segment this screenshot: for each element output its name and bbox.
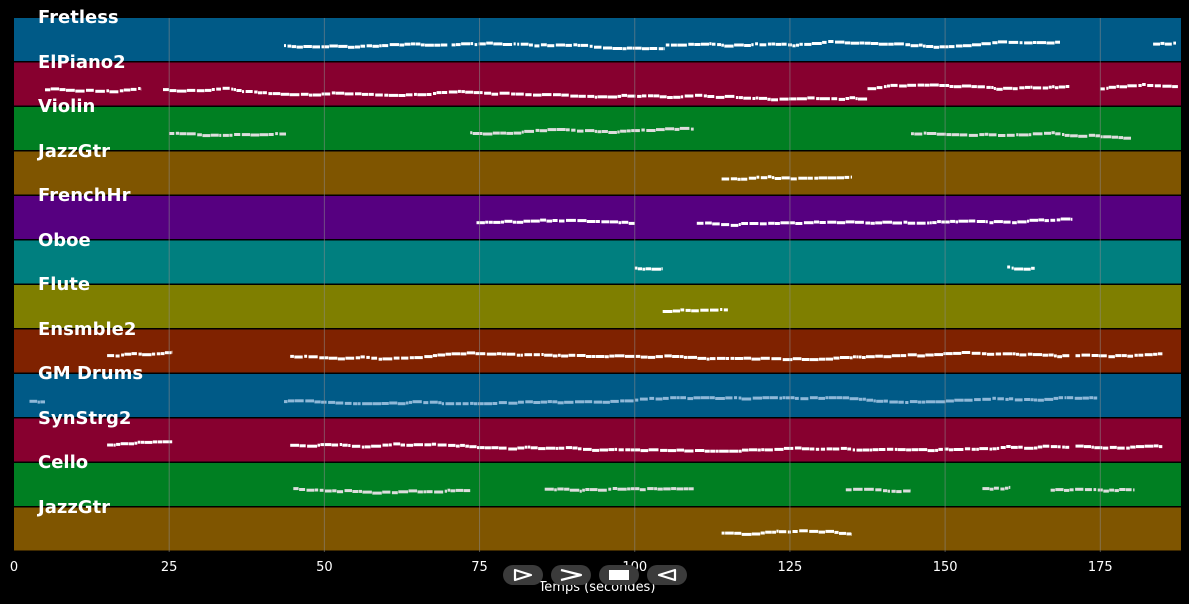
- track-label: Ensmble2: [38, 318, 137, 340]
- note-group: [163, 86, 868, 102]
- note-group: [911, 131, 1131, 140]
- track-band: [14, 329, 1181, 373]
- note-group: [1007, 265, 1035, 271]
- track-band: [14, 62, 1181, 106]
- note-group: [665, 40, 1060, 49]
- track-7: [14, 285, 1181, 328]
- track-label: Cello: [38, 452, 89, 473]
- x-tick-label: 125: [777, 560, 803, 575]
- forward-icon: [560, 568, 583, 582]
- note-group: [1050, 487, 1135, 493]
- track-label: JazzGtr: [38, 496, 111, 518]
- note-group: [1100, 83, 1178, 91]
- track-band: [14, 151, 1181, 195]
- note-group: [696, 217, 1073, 227]
- note-group: [662, 308, 728, 313]
- note-group: [721, 529, 852, 536]
- x-tick-label: 175: [1087, 560, 1113, 575]
- stop-icon: [609, 570, 629, 580]
- track-12: [14, 507, 1181, 551]
- play-icon: [513, 568, 533, 582]
- note-group: [451, 41, 665, 51]
- track-10: [14, 418, 1181, 462]
- track-band: [14, 507, 1181, 551]
- play-button[interactable]: [503, 565, 543, 585]
- track-band: [14, 240, 1181, 284]
- note-group: [982, 485, 1011, 491]
- note-group: [29, 399, 45, 404]
- track-label: Violin: [38, 96, 96, 117]
- note-group: [634, 266, 663, 271]
- track-label: JazzGtr: [38, 140, 111, 162]
- track-1: [14, 18, 1181, 61]
- note-group: [476, 218, 635, 225]
- note-group: [867, 83, 1070, 91]
- track-4: [14, 151, 1181, 195]
- track-label: Fretless: [38, 7, 119, 28]
- track-band: [14, 196, 1181, 239]
- track-band: [14, 463, 1181, 506]
- x-tick-label: 75: [471, 560, 488, 575]
- note-group: [45, 87, 142, 94]
- track-band: [14, 418, 1181, 462]
- note-group: [845, 487, 911, 494]
- note-group: [290, 442, 1070, 453]
- note-group: [284, 42, 448, 49]
- x-tick-label: 150: [932, 560, 958, 575]
- note-group: [290, 351, 1070, 362]
- note-group: [1075, 444, 1163, 450]
- note-group: [169, 131, 286, 138]
- x-tick-label: 25: [160, 560, 178, 575]
- note-group: [107, 350, 173, 358]
- rewind-button[interactable]: [647, 565, 687, 585]
- track-8: [14, 329, 1181, 373]
- note-group: [107, 440, 173, 447]
- note-group: [1075, 352, 1163, 359]
- track-3: [14, 107, 1181, 150]
- track-band: [14, 374, 1181, 417]
- track-6: [14, 240, 1181, 284]
- track-band: [14, 285, 1181, 328]
- x-tick-label: 50: [316, 560, 333, 575]
- note-group: [1153, 41, 1176, 46]
- track-label: Oboe: [38, 229, 91, 251]
- note-group: [293, 487, 471, 495]
- track-band: [14, 107, 1181, 150]
- track-11: [14, 463, 1181, 506]
- track-5: [14, 196, 1181, 239]
- forward-button[interactable]: [551, 565, 591, 585]
- piano-roll: [14, 18, 1181, 552]
- stop-button[interactable]: [599, 565, 639, 585]
- note-group: [470, 126, 694, 136]
- note-group: [284, 396, 1098, 406]
- note-group: [721, 175, 852, 181]
- track-label: ElPiano2: [38, 51, 126, 73]
- track-label: Flute: [38, 274, 91, 295]
- x-tick-label: 0: [9, 560, 19, 575]
- track-2: [14, 62, 1181, 106]
- track-band: [14, 18, 1181, 61]
- track-label: SynStrg2: [38, 407, 132, 429]
- rewind-icon: [657, 568, 677, 582]
- track-label: FrenchHr: [38, 185, 131, 206]
- track-9: [14, 374, 1181, 417]
- track-label: GM Drums: [38, 363, 144, 384]
